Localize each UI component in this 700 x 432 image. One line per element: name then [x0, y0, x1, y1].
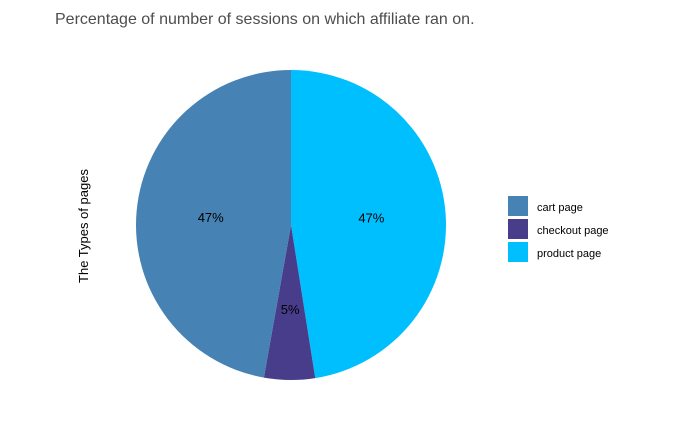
pie-label-product-page: 47% [358, 211, 384, 226]
pie-slice-checkout-page [263, 225, 316, 381]
pie-label-checkout-page: 5% [281, 302, 300, 317]
legend-label-checkout-page: checkout page [537, 225, 609, 237]
legend-label-cart-page: cart page [537, 202, 583, 214]
legend: cart page checkout page product page [508, 196, 609, 262]
legend-swatch-checkout-page [508, 219, 528, 239]
legend-swatch-product-page [508, 242, 528, 262]
pie-slice-product-page [291, 70, 446, 379]
legend-swatch-cart-page [508, 196, 528, 216]
chart-title: Percentage of number of sessions on whic… [55, 11, 475, 28]
pie-percentage-labels: 47% 5% 47% [198, 210, 385, 317]
pie-slices [136, 70, 446, 381]
pie-label-cart-page: 47% [198, 210, 224, 225]
pie-slice-cart-page [136, 70, 291, 378]
y-axis-label: The Types of pages [76, 169, 91, 283]
legend-label-product-page: product page [537, 248, 601, 260]
